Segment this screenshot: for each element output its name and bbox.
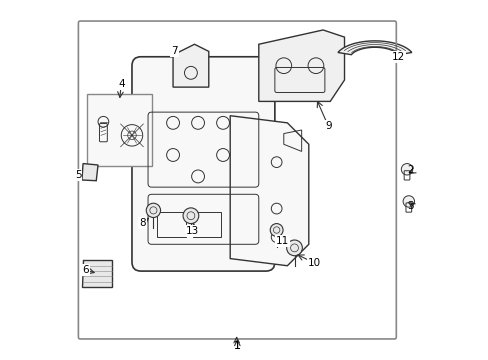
Text: 6: 6 bbox=[81, 265, 88, 275]
Text: 11: 11 bbox=[276, 236, 289, 246]
Polygon shape bbox=[258, 30, 344, 102]
FancyBboxPatch shape bbox=[132, 57, 274, 271]
Bar bbox=[157, 212, 185, 237]
Bar bbox=[87, 94, 151, 166]
Circle shape bbox=[401, 163, 412, 175]
Text: 10: 10 bbox=[307, 258, 320, 268]
Circle shape bbox=[402, 196, 414, 207]
Circle shape bbox=[286, 240, 302, 256]
Polygon shape bbox=[230, 116, 308, 266]
Text: 4: 4 bbox=[118, 78, 124, 89]
Text: 2: 2 bbox=[407, 165, 413, 175]
Text: 5: 5 bbox=[75, 170, 81, 180]
Text: 13: 13 bbox=[186, 226, 199, 236]
Text: 9: 9 bbox=[325, 121, 331, 131]
Bar bbox=[192, 212, 221, 237]
Text: 1: 1 bbox=[233, 341, 241, 351]
Polygon shape bbox=[82, 163, 98, 181]
Text: 3: 3 bbox=[407, 201, 413, 211]
Polygon shape bbox=[173, 44, 208, 87]
Polygon shape bbox=[337, 41, 411, 55]
Circle shape bbox=[183, 208, 198, 224]
Circle shape bbox=[270, 224, 283, 237]
Text: 7: 7 bbox=[171, 46, 178, 56]
Text: 12: 12 bbox=[391, 52, 404, 62]
Text: 1: 1 bbox=[233, 341, 240, 351]
Polygon shape bbox=[82, 260, 112, 287]
Circle shape bbox=[146, 203, 160, 217]
Text: 8: 8 bbox=[139, 218, 146, 228]
